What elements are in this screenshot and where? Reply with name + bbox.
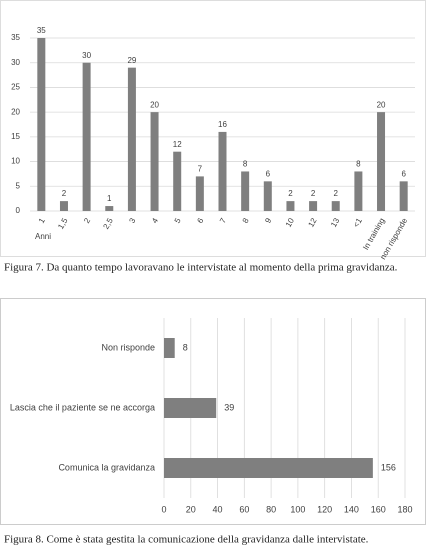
data-label: 8	[183, 342, 188, 352]
bar	[195, 176, 204, 211]
x-tick-label: 0	[161, 504, 166, 514]
data-label: 2	[62, 189, 67, 198]
x-tick-label: 7	[218, 216, 228, 225]
bar	[241, 171, 250, 211]
y-tick-label: 20	[11, 107, 20, 116]
bar	[164, 458, 373, 478]
y-tick-label: Lascia che il paziente se ne accorga	[10, 402, 155, 412]
data-label: 20	[150, 100, 159, 109]
y-tick-label: 25	[11, 83, 20, 92]
x-tick-label: 9	[263, 216, 273, 225]
bar	[59, 201, 68, 211]
data-label: 35	[37, 26, 46, 35]
x-tick-label: 8	[241, 216, 251, 225]
x-tick-label: 1	[37, 216, 47, 225]
y-tick-label: 35	[11, 33, 20, 42]
bar	[82, 62, 91, 211]
y-tick-label: 15	[11, 132, 20, 141]
x-tick-label: 4	[150, 216, 160, 225]
data-label: 156	[381, 462, 396, 472]
data-label: 39	[224, 402, 234, 412]
x-tick-label: 12	[306, 216, 319, 229]
x-tick-label: 100	[290, 504, 305, 514]
chart-frame	[0, 0, 426, 257]
x-tick-label: 60	[239, 504, 249, 514]
bar	[354, 171, 363, 211]
y-tick-label: 30	[11, 58, 20, 67]
data-label: 30	[82, 51, 91, 60]
bar	[309, 201, 318, 211]
data-label: 2	[311, 189, 316, 198]
x-tick-label: 6	[195, 216, 205, 225]
x-tick-label: 1,5	[56, 216, 70, 231]
x-tick-label: 3	[127, 216, 137, 225]
x-tick-label: <1	[352, 216, 365, 229]
x-tick-label: 2,5	[101, 216, 115, 231]
data-label: 6	[401, 169, 406, 178]
x-tick-label: 120	[317, 504, 332, 514]
bar	[286, 201, 295, 211]
bar	[105, 206, 114, 211]
bar	[331, 201, 340, 211]
bar	[263, 181, 272, 211]
bar	[37, 38, 46, 211]
y-tick-label: Comunica la gravidanza	[58, 462, 155, 472]
data-label: 12	[173, 140, 182, 149]
x-axis-label: Anni	[35, 232, 51, 241]
y-tick-label: 10	[11, 157, 20, 166]
bar	[164, 338, 175, 358]
data-label: 16	[218, 120, 227, 129]
x-tick-label: 5	[173, 216, 183, 225]
y-tick-label: Non risponde	[101, 342, 155, 352]
data-label: 8	[356, 160, 361, 169]
y-tick-label: 5	[16, 181, 21, 190]
y-tick-label: 0	[16, 206, 21, 215]
x-tick-label: In training	[361, 217, 386, 252]
bar	[150, 112, 159, 211]
x-tick-label: 140	[344, 504, 359, 514]
x-tick-label: 160	[371, 504, 386, 514]
data-label: 8	[243, 160, 248, 169]
x-tick-label: 20	[186, 504, 196, 514]
bar	[399, 181, 408, 211]
x-tick-label: 40	[213, 504, 223, 514]
data-label: 29	[127, 56, 136, 65]
data-label: 2	[288, 189, 293, 198]
x-tick-label: 180	[397, 504, 412, 514]
x-tick-label: 80	[266, 504, 276, 514]
x-tick-label: 10	[284, 216, 297, 229]
bar	[173, 151, 182, 211]
caption: Figura 8. Come è stata gestita la comuni…	[4, 534, 369, 546]
data-label: 7	[198, 165, 203, 174]
bar	[164, 398, 217, 418]
x-tick-label: 2	[82, 216, 92, 225]
bar	[377, 112, 386, 211]
chart-frame	[0, 298, 426, 525]
caption: Figura 7. Da quanto tempo lavoravano le …	[4, 262, 398, 274]
bar	[218, 131, 227, 211]
bar	[127, 67, 136, 212]
data-label: 20	[377, 100, 386, 109]
data-label: 6	[266, 169, 271, 178]
data-label: 1	[107, 194, 112, 203]
x-tick-label: 13	[329, 216, 342, 229]
data-label: 2	[334, 189, 339, 198]
